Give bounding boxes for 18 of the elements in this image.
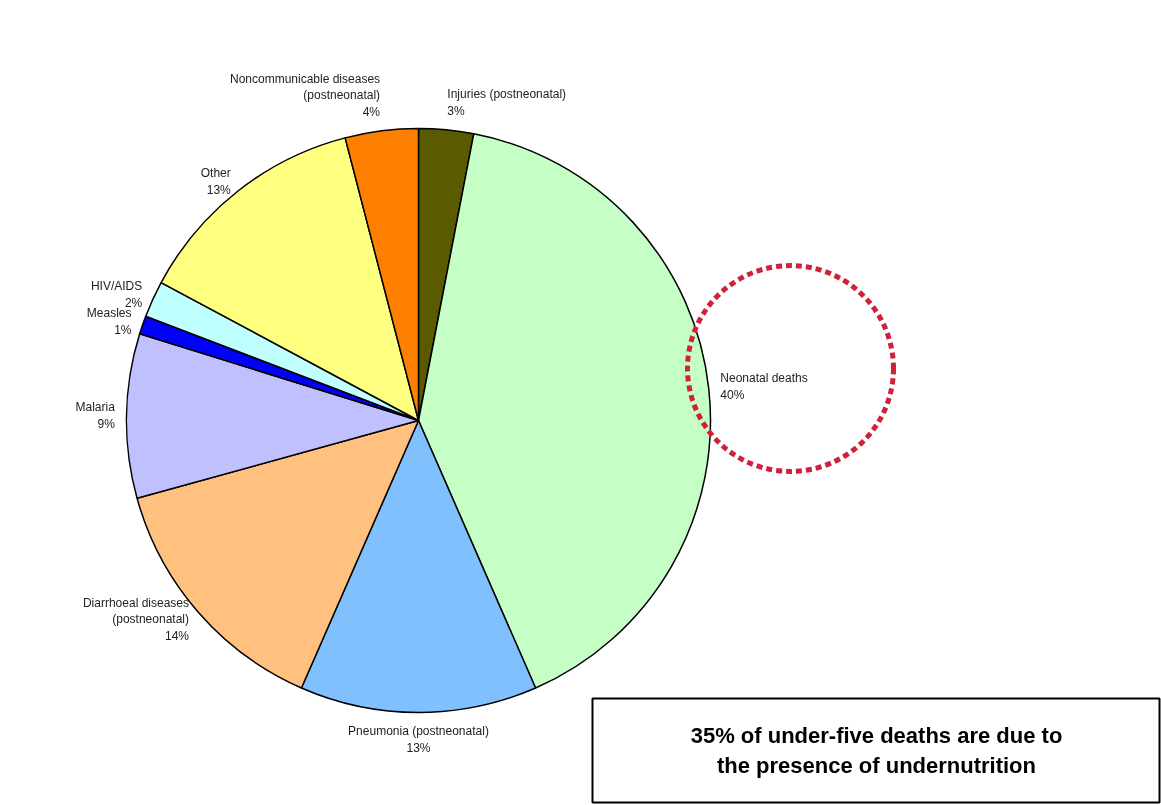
slice-label: Neonatal deaths (720, 371, 808, 386)
data-label: 1% (114, 322, 132, 337)
slice-label: Diarrhoeal diseases (postneonatal) (82, 595, 189, 627)
data-label: 2% (124, 295, 143, 310)
slice-label: Injuries (postneonatal) (447, 87, 567, 102)
data-label: 9% (97, 417, 116, 432)
data-label: 13% (406, 740, 431, 755)
data-label: 14% (164, 629, 190, 644)
slice-label: Noncommunicable diseases (postneonatal) (229, 71, 381, 103)
data-label: 4% (362, 105, 381, 120)
slice-label: Other (200, 166, 231, 181)
slice-label: Pneumonia (postneonatal) (348, 724, 489, 739)
data-label: 3% (447, 104, 466, 119)
text: 35% of under-five deaths are due to the presence of undernutrition (690, 723, 1063, 778)
slice-label: HIV/AIDS (90, 278, 143, 293)
data-label: 13% (206, 183, 232, 198)
data-label: 40% (720, 388, 745, 403)
slice-label: Malaria (75, 400, 116, 415)
